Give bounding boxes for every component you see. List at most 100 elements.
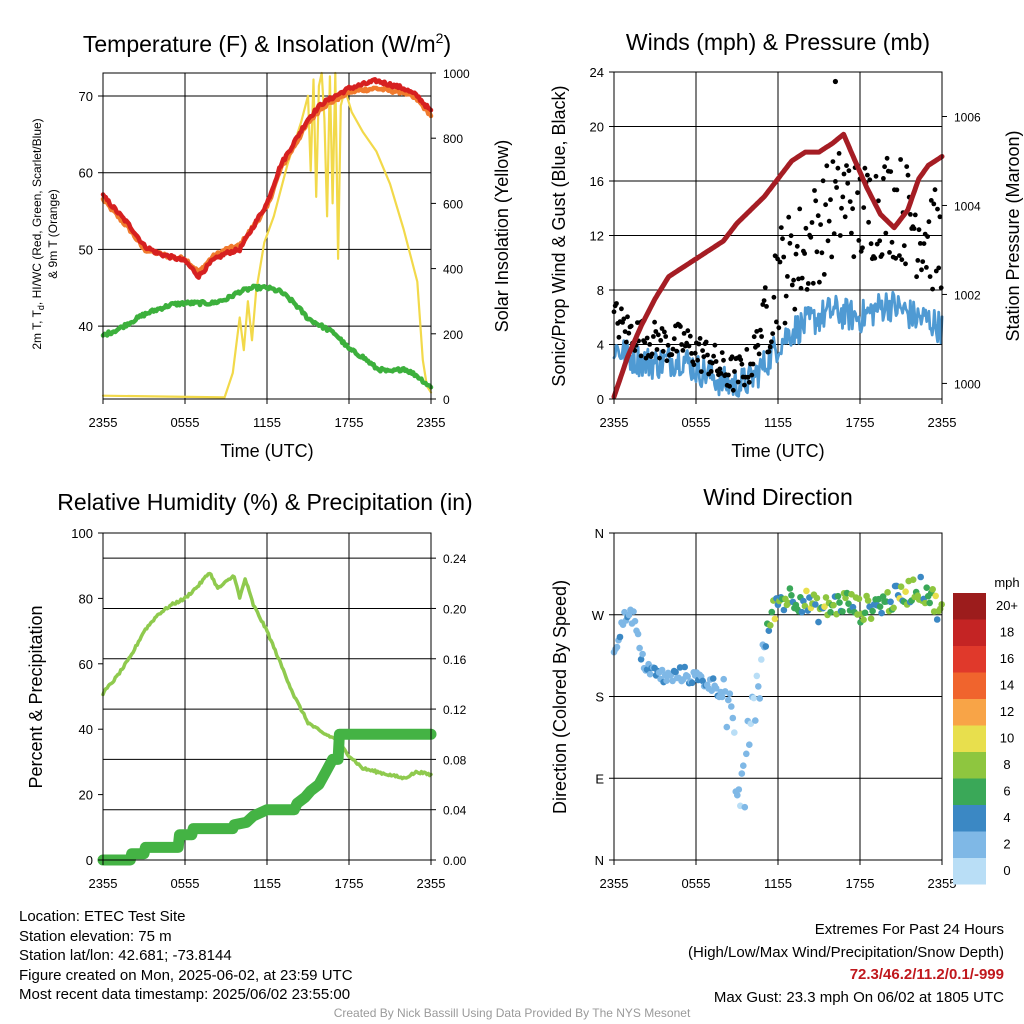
gust-point: [735, 379, 741, 385]
direction-point: [864, 597, 872, 604]
gust-point: [925, 234, 930, 240]
direction-point: [637, 656, 645, 663]
gust-point: [695, 357, 700, 363]
gust-point: [701, 354, 707, 360]
x-tick-label: 0555: [171, 876, 200, 891]
colorbar-label: 6: [1003, 784, 1010, 799]
gust-point: [659, 326, 665, 331]
gust-point: [653, 329, 659, 334]
gust-point: [697, 336, 703, 341]
direction-title: Wind Direction: [703, 484, 853, 510]
direction-point: [672, 668, 679, 676]
direction-point: [822, 594, 830, 601]
colorbar-label: 8: [1003, 757, 1010, 772]
y-tick-label-right: 0: [443, 393, 450, 407]
max-gust-text: Max Gust: 23.3 mph On 06/02 at 1805 UTC: [713, 988, 1004, 1006]
direction-point: [884, 589, 891, 596]
gust-point: [915, 258, 921, 263]
gust-point: [856, 238, 862, 243]
gust-point: [717, 366, 723, 372]
extremes-values: 72.3/46.2/11.2/0.1/-999: [849, 966, 1004, 983]
gust-point: [760, 302, 766, 307]
y-tick-label-right: 1000: [954, 377, 981, 391]
direction-point: [658, 666, 666, 674]
gust-point: [842, 214, 848, 220]
colorbar-label: 2: [1003, 837, 1010, 852]
y-tick-label-right: 800: [443, 132, 463, 146]
gust-point: [619, 306, 624, 312]
y-tick-label-left: 24: [590, 65, 604, 80]
wind-speed-line: [612, 290, 944, 398]
direction-point: [613, 643, 621, 651]
colorbar-swatch: [953, 831, 986, 858]
gust-point: [904, 164, 910, 170]
gust-point: [845, 180, 851, 186]
gust-point: [798, 285, 804, 291]
humidity-ylabel-left: Percent & Precipitation: [26, 605, 46, 788]
direction-point: [878, 609, 885, 617]
direction-point: [765, 627, 773, 634]
gust-point: [776, 325, 782, 331]
gust-point: [663, 334, 669, 339]
gust-point: [808, 234, 814, 240]
colorbar-label: 4: [1003, 810, 1010, 825]
temperature-series: [100, 71, 434, 399]
gust-point: [759, 334, 764, 339]
direction-point: [688, 679, 696, 687]
direction-point: [929, 586, 936, 593]
direction-point: [758, 656, 765, 663]
y-tick-label-left: 4: [597, 338, 604, 353]
gust-point: [616, 334, 622, 340]
gust-point: [911, 226, 917, 232]
y-tick-label-left: 40: [79, 319, 93, 334]
gust-point: [781, 254, 787, 260]
direction-point: [830, 601, 837, 609]
gust-point: [835, 165, 841, 171]
direction-point: [768, 608, 776, 616]
temperature-line: [100, 283, 434, 390]
y-tick-label-left: 12: [590, 229, 604, 244]
direction-point: [723, 723, 731, 731]
gust-point: [930, 286, 935, 292]
y-tick-label-right: 0.08: [443, 753, 467, 767]
direction-point: [890, 604, 897, 612]
gust-point: [823, 202, 828, 208]
gust-point: [719, 350, 725, 355]
direction-point: [933, 616, 941, 623]
gust-point: [638, 353, 644, 359]
gust-point: [780, 236, 785, 242]
x-tick-label: 2355: [600, 415, 629, 430]
gust-point: [865, 172, 870, 178]
gust-point: [700, 348, 705, 353]
gust-point: [884, 155, 890, 161]
gust-point: [797, 206, 803, 212]
gust-point: [712, 342, 718, 348]
gust-point: [713, 359, 719, 364]
x-tick-label: 0555: [682, 415, 711, 430]
pressure-line: [611, 131, 945, 400]
x-tick-label: 1155: [764, 415, 792, 430]
gust-point: [881, 176, 886, 181]
x-tick-label: 1155: [253, 415, 281, 430]
gust-point: [745, 374, 751, 380]
gust-point: [851, 254, 857, 260]
y-tick-label-right: 0.12: [443, 703, 467, 717]
humidity-panel: Relative Humidity (%) & Precipitation (i…: [26, 489, 473, 891]
direction-panel: Wind Direction 2355 0555 1155 1755 2355 N E S W N…: [550, 484, 1020, 891]
gust-point: [670, 346, 676, 352]
gust-point: [916, 227, 922, 233]
direction-point: [813, 594, 821, 602]
gust-point: [809, 220, 815, 225]
gust-point: [777, 259, 783, 265]
gust-point: [932, 187, 938, 193]
temperature-xlabel: Time (UTC): [220, 441, 313, 461]
gust-point: [862, 165, 868, 171]
gust-point: [649, 351, 655, 357]
gust-point: [924, 265, 929, 270]
y-tick-label-left: W: [592, 608, 605, 623]
colorbar-swatch: [953, 725, 986, 752]
temperature-ylabel-left-line2: & 9m T (Orange): [46, 189, 60, 279]
direction-point: [815, 618, 822, 626]
gust-point: [770, 331, 776, 336]
gust-point: [874, 241, 880, 247]
